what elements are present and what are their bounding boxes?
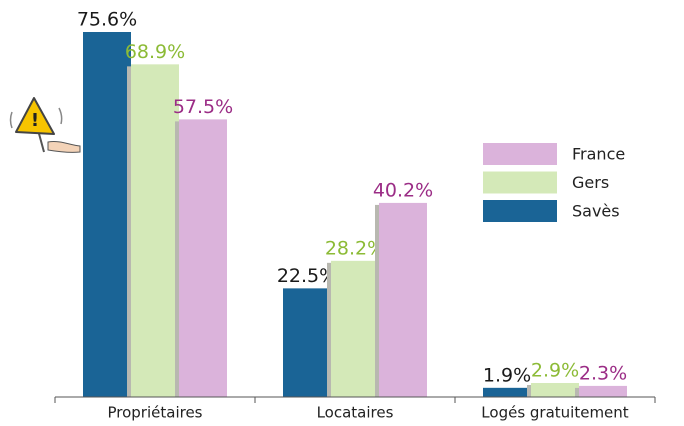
svg-text:!: ! <box>31 110 39 131</box>
bar <box>331 260 379 397</box>
bar-shadow <box>575 387 579 397</box>
x-tick-label: Propriétaires <box>107 404 202 422</box>
bar-shadow <box>175 121 179 397</box>
value-label: 68.9% <box>125 41 185 63</box>
legend-swatch <box>483 143 557 165</box>
legend-label: Gers <box>572 173 609 192</box>
value-label: 1.9% <box>483 364 531 386</box>
bar <box>283 288 331 397</box>
bar <box>483 387 531 397</box>
warning-icon: ! <box>9 97 81 153</box>
legend-label: France <box>572 145 625 164</box>
bar-shadow <box>375 204 379 397</box>
bar <box>579 385 627 397</box>
bar <box>379 202 427 397</box>
x-tick-label: Logés gratuitement <box>481 404 628 422</box>
x-tick-label: Locataires <box>317 404 394 422</box>
bar-shadow <box>127 66 131 397</box>
value-label: 2.9% <box>531 359 579 381</box>
legend-swatch <box>483 200 557 222</box>
value-label: 22.5% <box>277 265 337 287</box>
value-label: 57.5% <box>173 96 233 118</box>
legend-label: Savès <box>572 202 620 221</box>
bar <box>179 119 227 397</box>
bar-shadow <box>327 262 331 397</box>
value-label: 28.2% <box>325 237 385 259</box>
bar <box>83 32 131 397</box>
value-label: 2.3% <box>579 362 627 384</box>
value-label: 40.2% <box>373 179 433 201</box>
bar-shadow <box>527 384 531 397</box>
bar <box>531 382 579 397</box>
legend-swatch <box>483 171 557 194</box>
bar <box>131 64 179 397</box>
value-label: 75.6% <box>77 9 137 31</box>
